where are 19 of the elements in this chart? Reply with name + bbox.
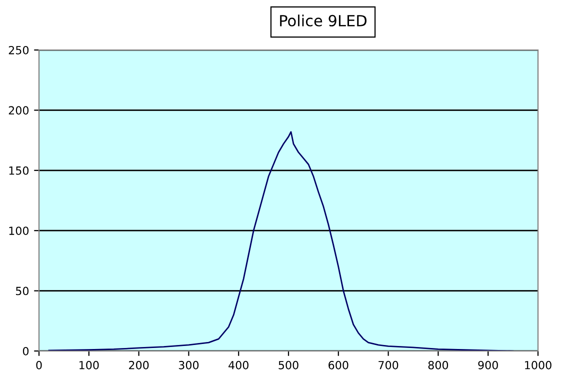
x-tick-label: 0 — [36, 360, 42, 370]
y-tick-label: 50 — [16, 286, 29, 296]
x-tick-label: 1000 — [525, 360, 552, 370]
x-tick-label: 500 — [278, 360, 298, 370]
x-tick-label: 600 — [328, 360, 348, 370]
line-series — [48, 131, 514, 351]
y-tick-label: 200 — [8, 106, 29, 115]
x-tick-label: 200 — [129, 360, 149, 370]
x-tick-label: 900 — [478, 360, 498, 370]
x-tick-label: 800 — [428, 360, 448, 370]
chart-title: Police 9LED — [280, 14, 366, 26]
x-tick-label: 300 — [178, 360, 199, 370]
y-tick-label: 100 — [9, 226, 29, 235]
x-tick-label: 700 — [378, 360, 398, 370]
x-tick-label: 100 — [80, 360, 99, 370]
x-tick-label: 400 — [228, 360, 248, 370]
y-tick-label: 150 — [9, 166, 29, 175]
y-tick-label: 0 — [22, 346, 29, 356]
y-tick-label: 250 — [8, 46, 29, 54]
